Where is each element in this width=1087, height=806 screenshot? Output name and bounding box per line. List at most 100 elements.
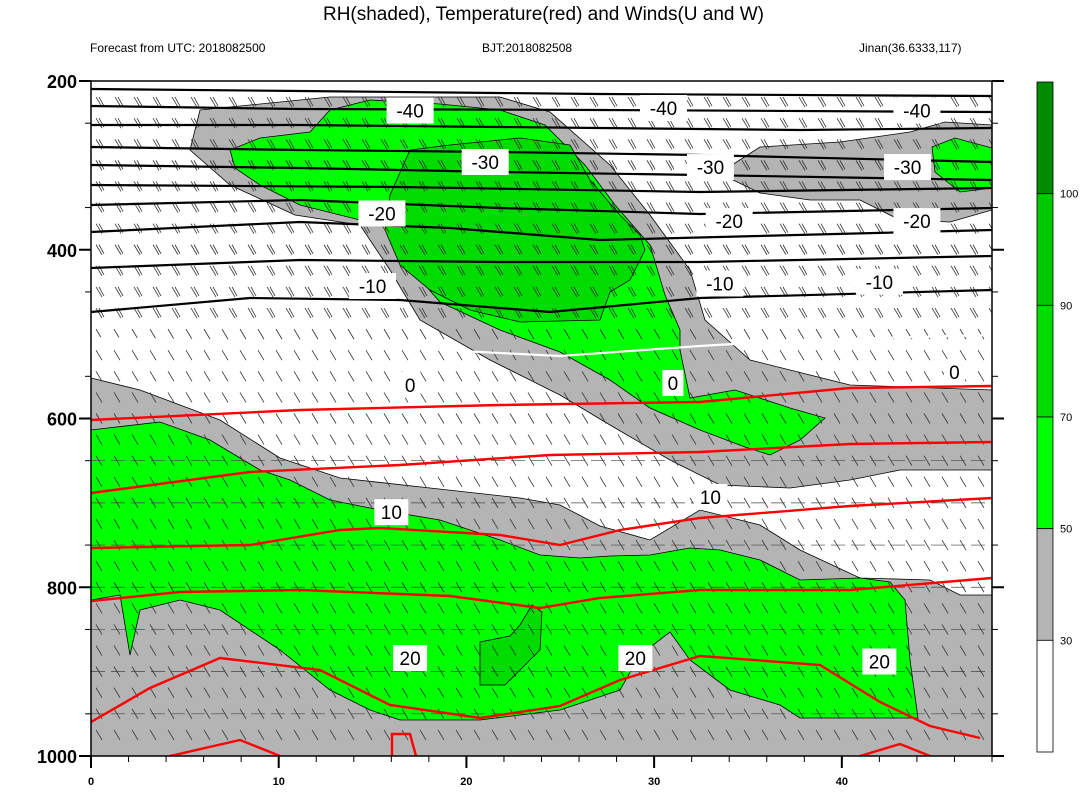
wind-barb-feather [668,139,675,149]
wind-barb [152,96,160,108]
wind-barb [887,476,895,487]
wind-barb [475,96,483,108]
wind-barb [221,603,229,614]
wind-barb-feather [383,244,390,254]
contour-label: -10 [866,273,893,294]
wind-barb [527,371,535,382]
wind-barb [905,624,913,635]
wind-barb [275,687,283,698]
wind-barb [285,286,293,298]
wind-barb [923,371,931,382]
wind-barb [969,117,977,129]
wind-barb-feather [801,202,808,212]
wind-barb [941,687,949,698]
wind-barb [589,117,597,129]
wind-barb [275,518,283,530]
wind-barb [209,244,217,255]
wind-barb [257,687,265,698]
wind-barb [383,476,391,487]
wind-barb-feather [668,265,675,276]
wind-barb [221,518,229,530]
wind-barb [912,139,920,150]
wind-barb-feather [744,244,751,254]
wind-barb [671,645,679,656]
wind-barb [293,518,301,530]
wind-barb [185,560,193,572]
wind-barb-feather [630,181,637,191]
wind-barb [323,96,331,108]
wind-barb [665,181,673,192]
wind-barb-feather [763,139,770,149]
wind-barb-feather [554,307,561,318]
wind-barb [152,286,160,298]
wind-barb [228,117,236,129]
wind-barb [665,139,673,150]
wind-barb-feather [839,244,846,254]
wind-barb [665,202,673,213]
wind-barb [959,603,967,614]
wind-barb-feather [440,139,447,149]
x-tick-label: 20 [460,776,472,788]
wind-barb [114,223,122,234]
wind-barb [239,560,247,572]
wind-barb [833,413,841,424]
wind-barb [836,286,844,298]
wind-barb [653,560,661,572]
wind-barb [779,687,787,698]
wind-barb [779,371,787,382]
wind-barb [311,687,319,698]
contour-label: 0 [949,363,960,384]
contour-label-bg [943,359,965,386]
wind-barb [570,160,578,171]
wind-barb [347,645,355,656]
wind-barb [707,645,715,656]
wind-barb [203,666,211,677]
contour-label: -40 [650,99,677,120]
wind-barb-feather [801,265,808,276]
wind-barb [247,244,255,255]
wind-barb [722,117,730,129]
wind-barb-feather [782,160,789,170]
wind-barb [551,307,559,319]
wind-barb-feather [288,244,295,254]
wind-barb [797,645,805,656]
wind-barb-feather [155,96,162,107]
wind-barb-feather [269,139,276,149]
wind-barb-feather [136,265,143,276]
wind-barb [851,560,859,572]
wind-barb-feather [820,223,827,233]
wind-barb [798,139,806,150]
wind-barb [563,708,571,720]
wind-barb [456,244,464,255]
wind-barb [581,645,589,656]
wind-barb [959,392,967,403]
wind-barb [912,307,920,319]
contour-label: -30 [894,158,921,179]
wind-barb [931,139,939,150]
wind-barb [950,117,958,129]
wind-barb [131,350,139,361]
wind-barb [671,413,679,424]
colorbar-box [1036,193,1054,306]
wind-barb [741,117,749,129]
wind-barb-feather [706,307,713,318]
wind-barb [228,244,236,255]
wind-barb-feather [573,265,580,276]
wind-barb-feather [630,286,637,297]
contour-label: 20 [400,649,421,670]
wind-barb [725,729,733,741]
wind-barb-feather [611,117,618,128]
wind-barb [581,603,589,614]
wind-barb [646,181,654,192]
wind-barb [545,560,553,572]
wind-barb [589,286,597,298]
wind-barb [798,160,806,171]
wind-barb [293,476,301,487]
wind-barb [167,560,175,572]
wind-barb [798,265,806,277]
wind-barb [725,560,733,572]
wind-barb [149,687,157,698]
wind-barb-feather [193,96,200,107]
wind-barb [239,645,247,656]
wind-barb [311,371,319,382]
